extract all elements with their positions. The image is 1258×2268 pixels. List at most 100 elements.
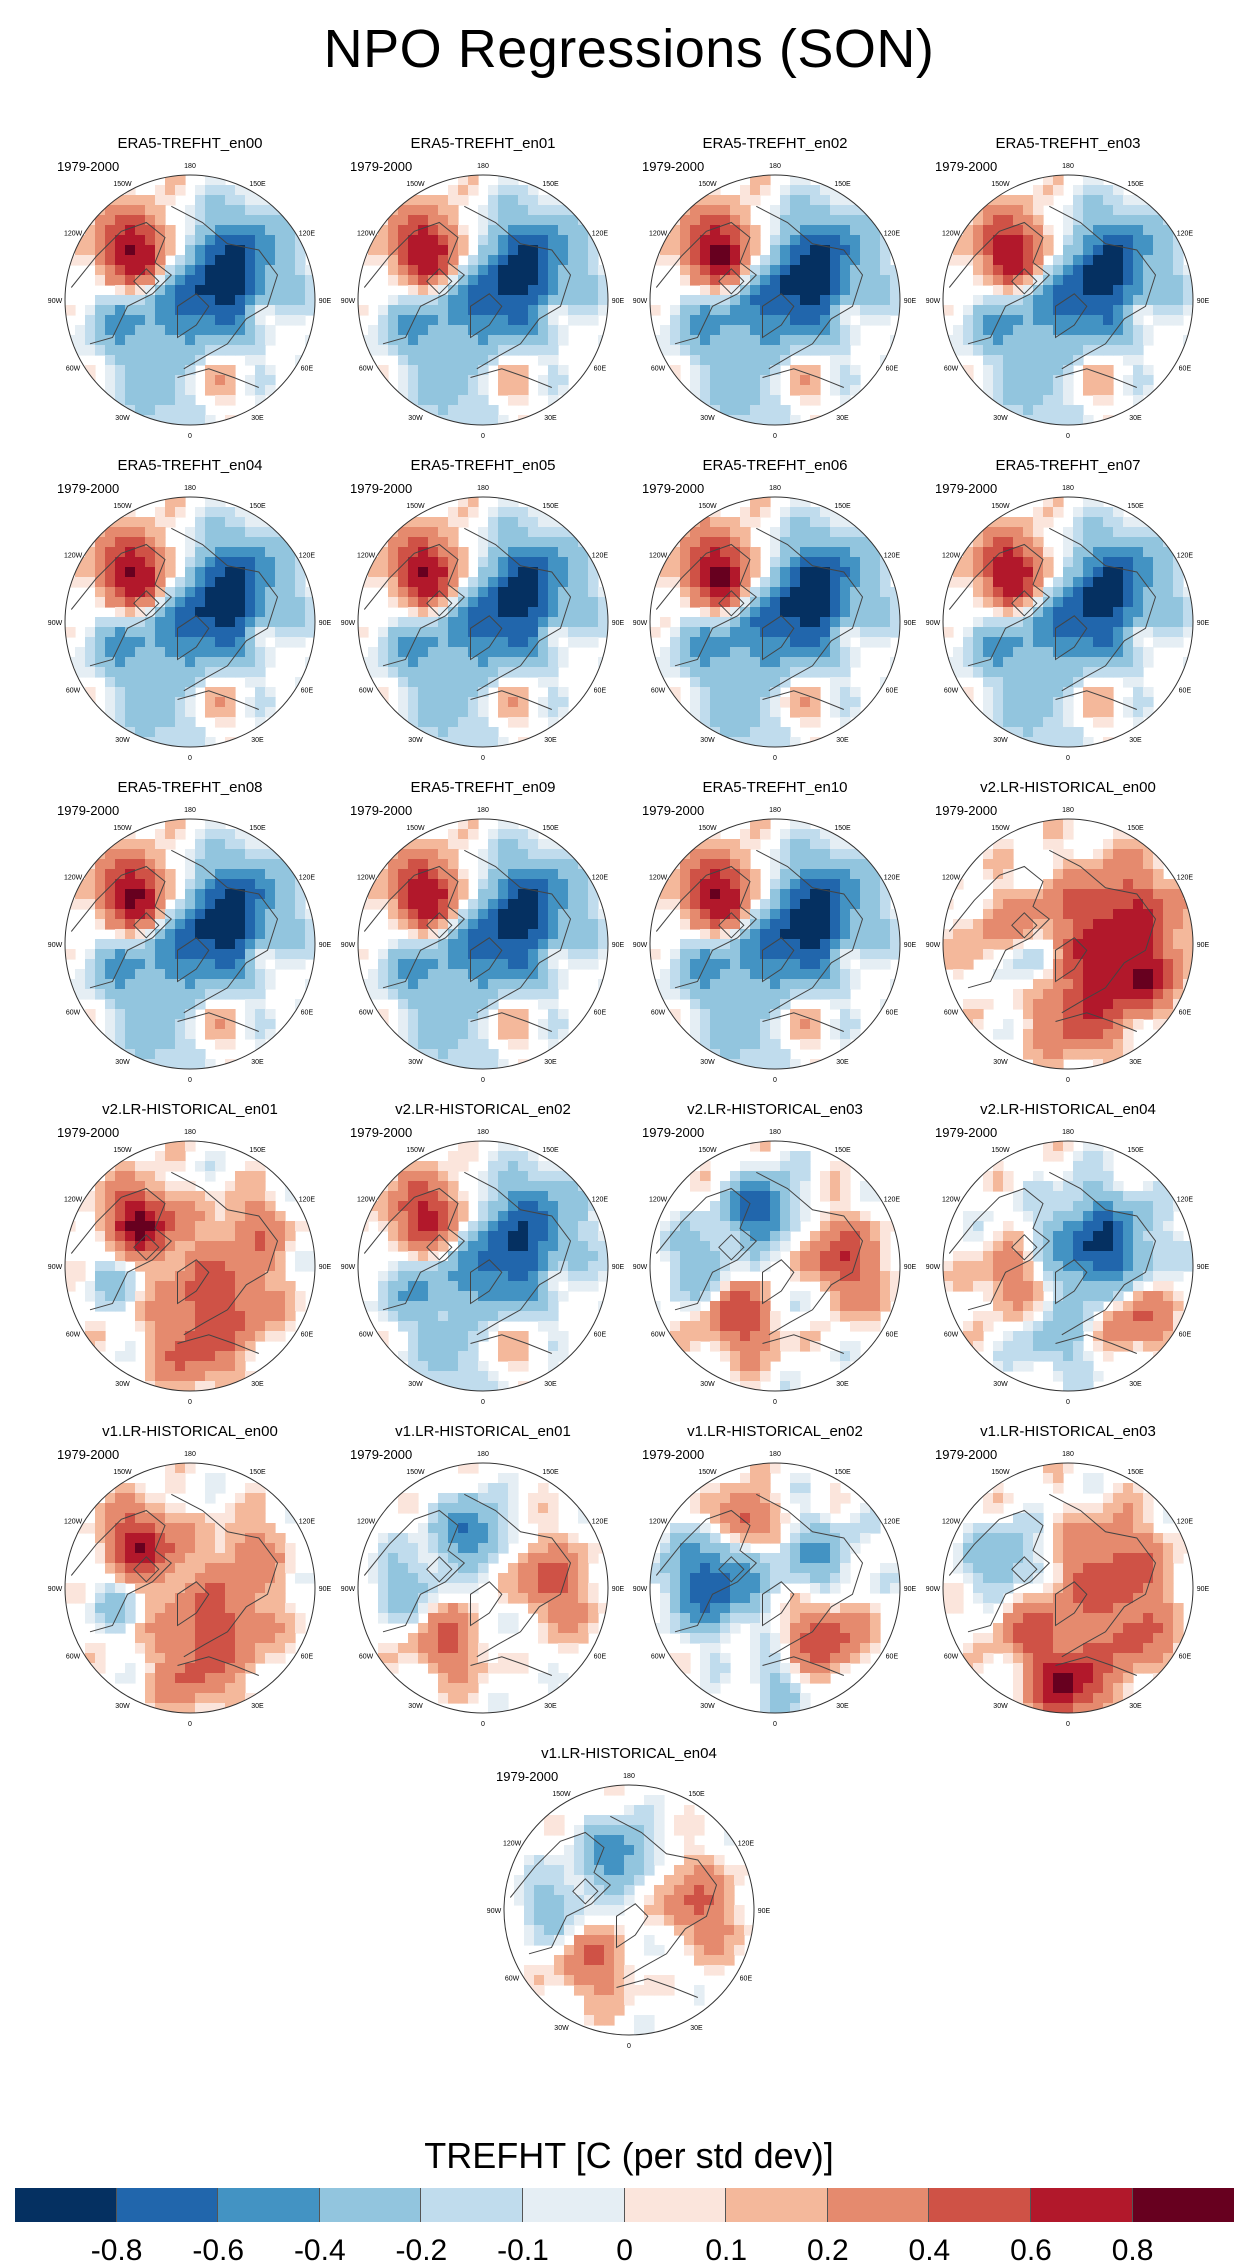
field-cell	[145, 315, 156, 326]
field-cell	[780, 275, 791, 286]
field-cell	[428, 255, 439, 266]
field-cell	[963, 567, 974, 578]
field-cell	[1013, 255, 1024, 266]
longitude-label: 90W	[633, 942, 648, 949]
field-cell	[398, 255, 409, 266]
field-cell	[255, 849, 266, 860]
field-cell	[115, 879, 126, 890]
field-cell	[508, 265, 519, 276]
field-cell	[418, 345, 429, 356]
field-cell	[145, 657, 156, 668]
field-cell	[145, 527, 156, 538]
field-cell	[548, 999, 559, 1010]
field-cell	[700, 365, 711, 376]
field-cell	[255, 215, 266, 226]
field-cell	[548, 989, 559, 1000]
field-cell	[125, 385, 136, 396]
field-cell	[65, 949, 76, 960]
field-cell	[538, 285, 549, 296]
field-cell	[770, 849, 781, 860]
field-cell	[458, 1049, 469, 1060]
field-cell	[528, 617, 539, 628]
field-cell	[225, 195, 236, 206]
field-cell	[690, 919, 701, 930]
field-cell	[880, 899, 891, 910]
field-cell	[750, 829, 761, 840]
field-cell	[800, 577, 811, 588]
field-cell	[700, 235, 711, 246]
field-cell	[598, 285, 608, 296]
field-cell	[578, 879, 589, 890]
field-cell	[670, 315, 681, 326]
field-cell	[870, 567, 881, 578]
field-cell	[720, 517, 731, 528]
field-cell	[1093, 275, 1104, 286]
field-cell	[398, 1029, 409, 1040]
field-cell	[880, 295, 891, 306]
field-cell	[1093, 587, 1104, 598]
field-cell	[1103, 517, 1114, 528]
field-cell	[690, 245, 701, 256]
field-cell	[730, 597, 741, 608]
field-cell	[993, 537, 1004, 548]
field-cell	[498, 667, 509, 678]
field-cell	[1053, 577, 1064, 588]
field-cell	[255, 717, 266, 728]
field-cell	[255, 909, 266, 920]
field-cell	[730, 1019, 741, 1030]
field-cell	[145, 395, 156, 406]
field-cell	[790, 869, 801, 880]
field-cell	[1093, 305, 1104, 316]
field-cell	[710, 717, 721, 728]
field-cell	[1023, 395, 1034, 406]
field-cell	[458, 355, 469, 366]
field-cell	[740, 979, 751, 990]
field-cell	[135, 1019, 146, 1030]
field-cell	[408, 717, 419, 728]
field-cell	[1143, 567, 1154, 578]
field-cell	[538, 305, 549, 316]
field-cell	[135, 607, 146, 618]
field-cell	[780, 205, 791, 216]
field-cell	[1043, 415, 1054, 425]
field-cell	[245, 225, 256, 236]
field-cell	[165, 557, 176, 568]
longitude-label: 60W	[651, 688, 666, 695]
field-cell	[478, 365, 489, 376]
field-cell	[195, 415, 206, 425]
field-cell	[95, 205, 106, 216]
field-cell	[1003, 637, 1014, 648]
longitude-label: 60W	[944, 688, 959, 695]
field-cell	[1043, 587, 1054, 598]
field-cell	[215, 889, 226, 900]
field-cell	[215, 225, 226, 236]
field-cell	[740, 265, 751, 276]
field-cell	[770, 949, 781, 960]
field-cell	[255, 225, 266, 236]
field-cell	[438, 375, 449, 386]
field-cell	[155, 939, 166, 950]
field-cell	[810, 527, 821, 538]
field-cell	[245, 959, 256, 970]
field-cell	[398, 547, 409, 558]
field-cell	[1063, 829, 1074, 840]
field-cell	[538, 929, 549, 940]
field-cell	[700, 687, 711, 698]
field-cell	[850, 365, 861, 376]
field-cell	[870, 919, 881, 930]
field-cell	[780, 415, 791, 425]
field-cell	[750, 949, 761, 960]
field-cell	[1103, 385, 1114, 396]
field-cell	[255, 597, 266, 608]
field-cell	[215, 969, 226, 980]
field-cell	[1113, 537, 1124, 548]
field-cell	[720, 849, 731, 860]
field-cell	[135, 959, 146, 970]
field-cell	[488, 667, 499, 678]
field-cell	[993, 697, 1004, 708]
field-cell	[750, 1019, 761, 1030]
field-cell	[528, 839, 539, 850]
field-cell	[870, 265, 881, 276]
field-cell	[1093, 557, 1104, 568]
field-cell	[880, 889, 891, 900]
